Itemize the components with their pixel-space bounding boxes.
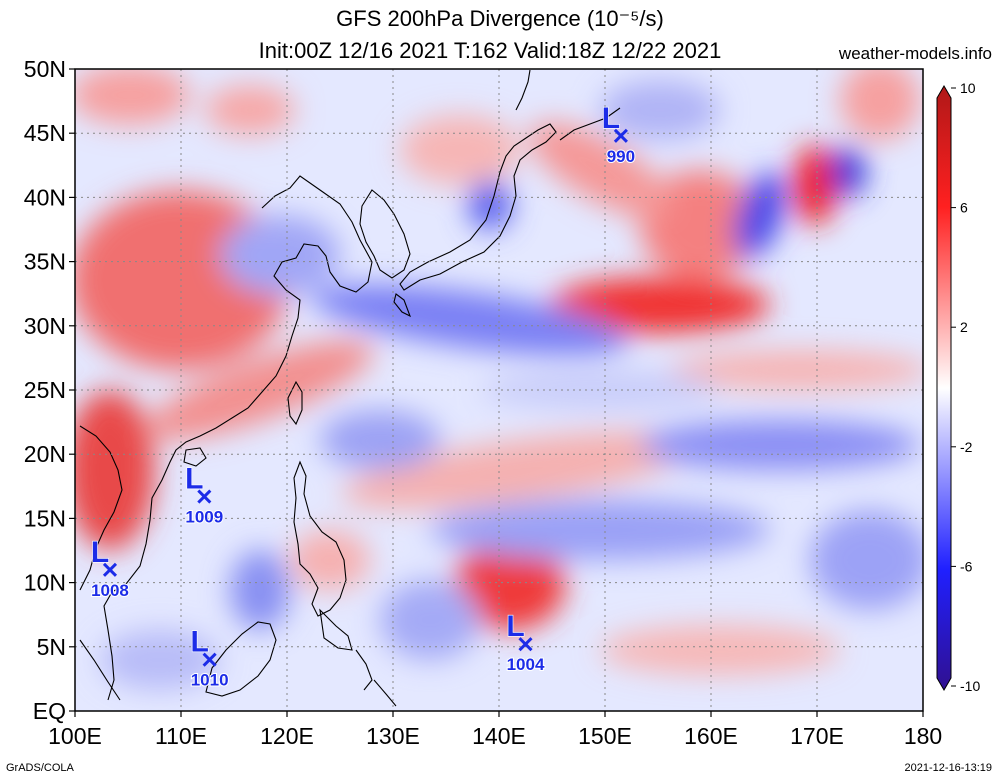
lat-label: 40N	[24, 184, 66, 210]
lat-label: 10N	[24, 570, 66, 596]
coastlines	[79, 69, 621, 707]
lon-label: 130E	[366, 723, 420, 749]
colorbar-label: -10	[960, 678, 980, 694]
colorbar-label: -6	[960, 558, 973, 574]
low-pressure: 990	[607, 147, 635, 166]
low-letter: L	[506, 610, 524, 643]
colorbar: 10 6 2 -2 -6 -10	[936, 80, 980, 694]
divergence-field	[75, 69, 923, 711]
low-pressure: 1004	[507, 655, 545, 674]
low-pressure: 1010	[191, 671, 229, 690]
lat-label: 35N	[24, 249, 66, 275]
map-subtitle: Init:00Z 12/16 2021 T:162 Valid:18Z 12/2…	[258, 38, 722, 63]
lat-label: 5N	[37, 634, 66, 660]
lon-label: 120E	[260, 723, 314, 749]
site-credit: weather-models.info	[838, 44, 992, 63]
low-pressure: 1009	[185, 508, 223, 527]
lon-label: 170E	[790, 723, 844, 749]
low-letter: L	[91, 536, 109, 569]
low-center-x	[613, 128, 628, 143]
low-marker: L 1004	[506, 610, 546, 676]
map-title: GFS 200hPa Divergence (10⁻⁵/s)	[336, 6, 664, 31]
lat-label: 15N	[24, 505, 66, 531]
low-pressure: 1008	[91, 581, 129, 600]
lon-label: 150E	[578, 723, 632, 749]
footer-software: GrADS/COLA	[6, 762, 74, 774]
lon-label: 160E	[684, 723, 738, 749]
footer-timestamp: 2021-12-16-13:19	[904, 762, 992, 774]
low-marker: L 1008	[90, 535, 130, 601]
lat-label: 20N	[24, 441, 66, 467]
low-center-x	[202, 652, 217, 667]
longitude-labels: 100E 110E 120E 130E 140E 150E 160E 170E 180	[48, 711, 942, 749]
lat-label: 50N	[24, 56, 66, 82]
low-letter: L	[190, 626, 208, 659]
lon-label: 100E	[48, 723, 102, 749]
low-letter: L	[602, 102, 620, 135]
lat-label: EQ	[33, 698, 66, 724]
colorbar-label: 10	[960, 80, 976, 96]
low-marker: L 990	[601, 101, 636, 167]
colorbar-scale	[936, 85, 952, 691]
low-center-x	[102, 562, 118, 577]
gridlines	[75, 69, 923, 711]
low-letter: L	[185, 463, 203, 496]
lat-label: 25N	[24, 377, 66, 403]
low-marker: L 1010	[190, 625, 230, 691]
lon-label: 180	[904, 723, 942, 749]
low-marker: L 1009	[184, 462, 224, 528]
lon-label: 140E	[472, 723, 526, 749]
colorbar-label: -2	[960, 439, 973, 455]
colorbar-label: 6	[960, 200, 968, 216]
colorbar-label: 2	[960, 319, 968, 335]
lat-label: 30N	[24, 313, 66, 339]
lon-label: 110E	[155, 723, 207, 749]
latitude-labels: 50N 45N 40N 35N 30N 25N 20N 15N 10N 5N EQ	[24, 56, 75, 724]
low-center-x	[518, 637, 533, 652]
lat-label: 45N	[24, 120, 66, 146]
low-center-x	[197, 489, 212, 504]
low-pressure-markers: L 990 L 1009 L 1008 L 1010 L 1004	[90, 101, 636, 691]
colorbar-labels: 10 6 2 -2 -6 -10	[951, 80, 980, 694]
